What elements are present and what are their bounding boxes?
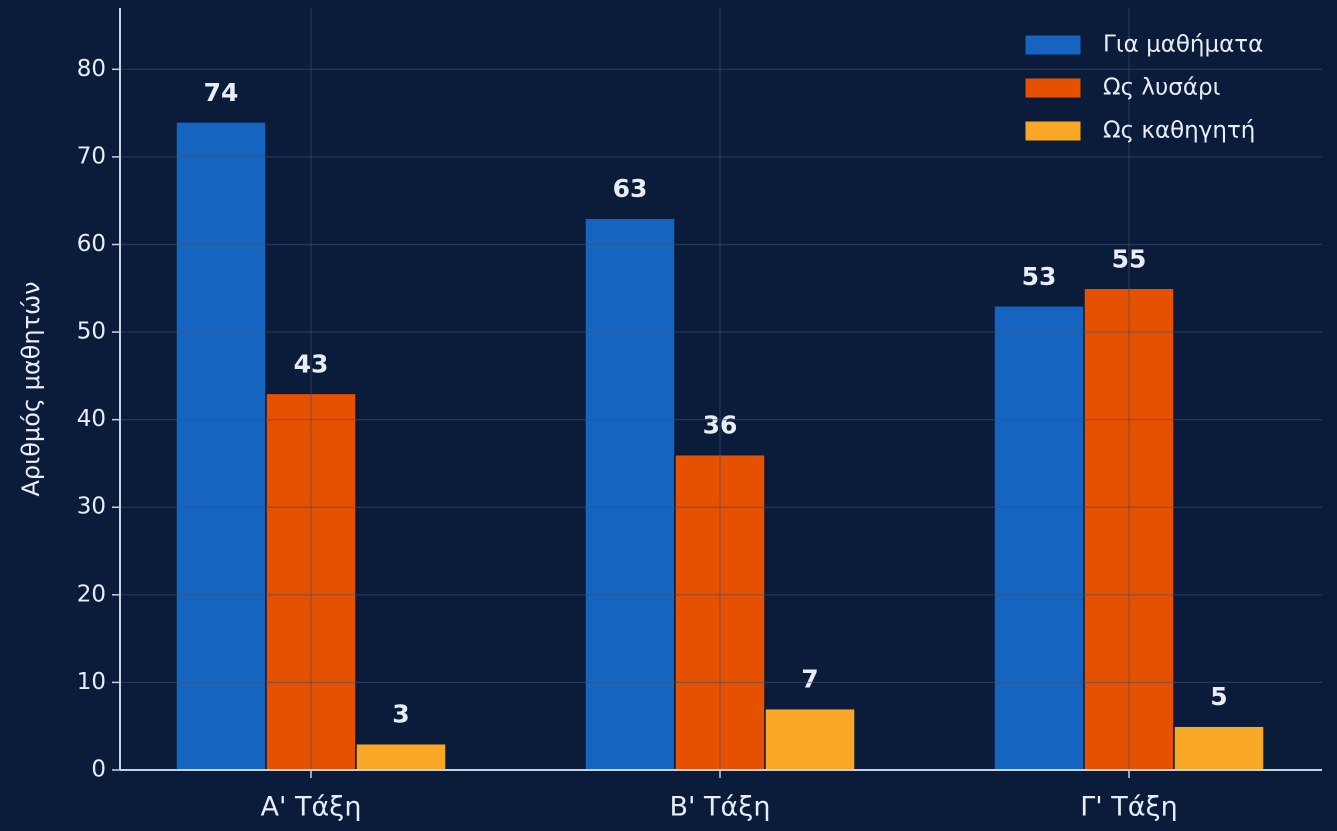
data-label: 74 (204, 78, 239, 107)
legend-label: Ως λυσάρι (1103, 75, 1220, 101)
legend-swatch (1024, 77, 1082, 99)
data-label: 53 (1022, 262, 1057, 291)
y-tick-label: 40 (77, 406, 106, 432)
y-tick-label: 10 (77, 669, 106, 695)
data-label: 7 (801, 665, 818, 694)
y-tick-label: 80 (77, 56, 106, 82)
bar (355, 742, 447, 771)
x-tick-label: Γ' Τάξη (1080, 792, 1178, 823)
bar (764, 707, 856, 771)
legend-swatch (1024, 34, 1082, 56)
y-tick-label: 20 (77, 581, 106, 607)
y-tick-label: 0 (91, 757, 106, 783)
bar (1173, 725, 1265, 771)
data-label: 5 (1210, 682, 1227, 711)
y-tick-label: 70 (77, 143, 106, 169)
bar (584, 217, 676, 771)
y-tick-label: 30 (77, 494, 106, 520)
y-tick-label: 50 (77, 319, 106, 345)
y-axis-label: Αριθμός μαθητών (17, 281, 45, 496)
legend-label: Για μαθήματα (1103, 32, 1263, 58)
x-tick-label: Β' Τάξη (670, 792, 771, 823)
data-label: 63 (613, 174, 648, 203)
legend-swatch (1024, 120, 1082, 142)
x-tick-label: Α' Τάξη (261, 792, 362, 823)
bar (993, 305, 1085, 771)
legend-label: Ως καθηγητή (1103, 118, 1255, 144)
bar (175, 121, 267, 771)
y-tick-label: 60 (77, 231, 106, 257)
data-label: 3 (392, 700, 409, 729)
